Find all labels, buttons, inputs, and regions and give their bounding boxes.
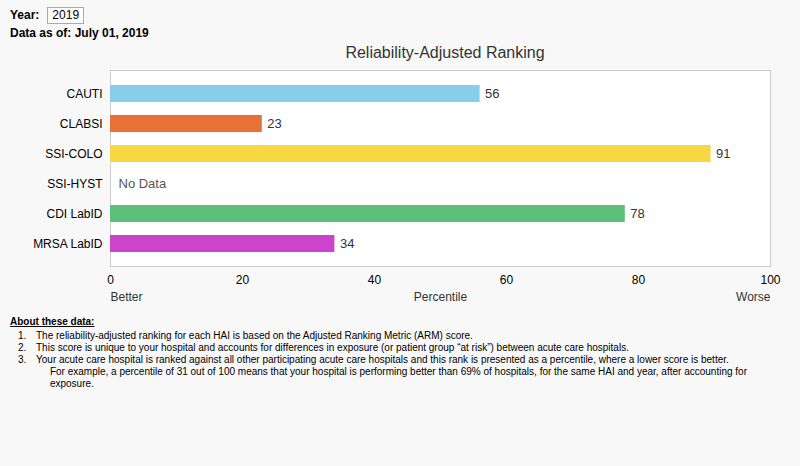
svg-text:Worse: Worse	[736, 290, 771, 304]
svg-text:91: 91	[716, 146, 730, 161]
svg-text:56: 56	[485, 86, 499, 101]
html-text:1.: 1.	[18, 330, 27, 341]
svg-text:34: 34	[340, 236, 354, 251]
html-text:This score is unique to your h: This score is unique to your hospital an…	[36, 342, 629, 353]
html-text:3.: 3.	[18, 354, 27, 365]
html-text:Your acute care hospital is ra: Your acute care hospital is ranked again…	[36, 354, 747, 389]
svg-text:23: 23	[267, 116, 281, 131]
html-text:2019: 2019	[52, 8, 80, 22]
html-text:Data as of: July 01, 2019: Data as of: July 01, 2019	[10, 26, 149, 40]
svg-text:100: 100	[760, 273, 780, 287]
svg-text:MRSA LabID: MRSA LabID	[33, 237, 103, 251]
svg-text:80: 80	[632, 273, 646, 287]
svg-text:CDI LabID: CDI LabID	[46, 207, 102, 221]
svg-text:No Data: No Data	[119, 176, 167, 191]
html-text:The reliability-adjusted ranki: The reliability-adjusted ranking for eac…	[36, 330, 473, 341]
svg-text:40: 40	[368, 273, 382, 287]
html-text:Year:: Year:	[10, 8, 40, 22]
svg-text:CAUTI: CAUTI	[67, 87, 103, 101]
svg-text:CLABSI: CLABSI	[60, 117, 103, 131]
svg-text:Percentile: Percentile	[414, 290, 468, 304]
svg-text:60: 60	[500, 273, 514, 287]
svg-text:Better: Better	[111, 290, 143, 304]
svg-text:20: 20	[236, 273, 250, 287]
svg-text:0: 0	[107, 273, 114, 287]
svg-text:SSI-HYST: SSI-HYST	[47, 177, 103, 191]
html-text:2.: 2.	[18, 342, 27, 353]
html-text:About these data:: About these data:	[10, 316, 95, 327]
svg-text:78: 78	[630, 206, 644, 221]
html-text:Reliability-Adjusted Ranking: Reliability-Adjusted Ranking	[345, 44, 545, 61]
svg-text:SSI-COLO: SSI-COLO	[45, 147, 102, 161]
